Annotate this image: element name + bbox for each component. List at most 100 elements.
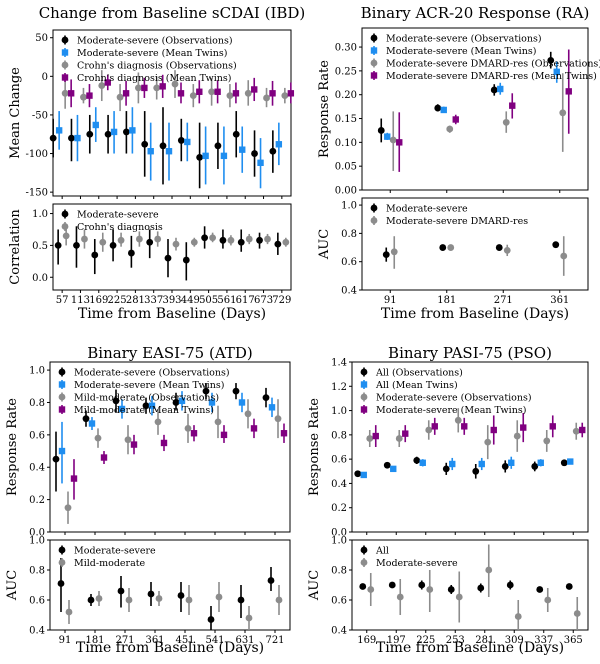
series-all-observations [354,456,568,479]
data-point [426,586,434,593]
data-point [219,236,227,244]
x-tick-label: 673 [254,295,273,306]
series-moderate-severe-mean-twins [58,391,276,484]
data-point [190,430,198,437]
legend-item: Moderate-severe (Mean Twins) [61,48,227,59]
legend-item: Moderate-severe DMARD-res [370,216,528,227]
y-tick-label: 0.0 [331,528,347,539]
data-point [454,416,462,424]
data-point [413,456,421,464]
data-point [237,238,245,246]
y-tick-label: 0.00 [335,186,357,197]
data-point [208,88,216,96]
y-tick-label: 0.4 [29,463,45,474]
data-point [389,136,397,144]
x-tick-label: 271 [494,295,513,306]
legend-label: Moderate-severe (Observations) [386,34,542,45]
data-point [91,251,99,259]
data-point [267,577,275,584]
legend-item: Crohn's diagnosis [61,222,163,233]
y-tick-label: 0.25 [335,66,357,77]
data-point [490,86,498,94]
data-point [390,465,397,473]
data-point [159,142,167,150]
legend-item: All (Mean Twins) [360,380,458,391]
legend-label: Mild-moderate [74,558,146,569]
legend-marker [360,406,368,413]
data-point [172,240,180,248]
data-point [178,397,186,405]
y-tick-label: 0.2 [331,503,347,514]
data-point [190,238,198,246]
legend-label: Crohn's diagnosis (Mean Twins) [77,73,232,84]
data-point [52,455,60,463]
data-point [122,128,130,136]
data-point [495,244,503,251]
data-point [384,133,391,140]
legend-label: Mild-moderate (Mean Twins) [74,405,214,416]
x-tick-label: 181 [85,635,104,646]
data-point [552,241,560,249]
y-tick-label: 1.4 [331,358,347,369]
data-point [537,459,544,466]
x-tick-label: 253 [446,635,465,646]
data-point [214,418,222,426]
data-point [88,420,96,427]
series-moderate-severe [367,544,581,630]
legend-marker [58,546,66,554]
data-point [232,90,240,97]
y-axis-label: Response Rate [317,60,332,158]
y-axis-label: AUC [307,570,322,601]
data-point [419,459,426,466]
data-point [514,613,522,620]
legend-label: Moderate-severe DMARD-res (Observations) [386,59,600,70]
data-point [472,467,480,475]
data-point [95,595,103,602]
y-tick-label: 0 [42,72,48,83]
data-point [184,138,191,146]
y-tick-label: -150 [26,188,48,199]
data-point [354,470,362,478]
data-point [67,90,75,97]
series-all-mean-twins [360,456,574,479]
data-point [497,85,504,93]
x-tick-label: 57 [56,295,69,306]
data-point [509,102,516,109]
data-point [264,235,271,243]
data-point [177,90,185,97]
y-tick-label: 1.0 [32,209,48,220]
data-point [148,402,156,409]
x-tick-label: 271 [115,635,134,646]
data-point [383,461,391,469]
y-tick-label: 0.10 [335,138,357,149]
legend-item: Moderate-severe (Mean Twins) [58,380,224,391]
legend-label: Moderate-severe DMARD-res (Mean Twins) [386,71,597,82]
data-point [367,586,375,593]
data-point [559,109,567,117]
y-tick-label: 1.2 [331,382,347,393]
legend-label: All (Observations) [375,368,463,379]
data-point [446,125,454,133]
x-tick-label: 617 [236,295,255,306]
legend-item: Mild-moderate [58,558,146,569]
x-axis-label: Time from Baseline (Days) [76,640,264,656]
data-point [141,140,149,148]
legend: Moderate-severe (Observations)Moderate-s… [58,367,230,416]
series-mild-moderate-observations [64,399,282,524]
data-point [232,130,240,138]
y-tick-label: 0.05 [335,162,357,173]
x-tick-label: 225 [416,635,435,646]
data-point [245,235,253,243]
series-moderate-severe-observations [49,107,277,189]
data-point [154,235,162,243]
data-point [274,415,282,423]
data-point [262,394,270,402]
data-point [74,134,81,142]
series-all [359,580,573,594]
data-point [565,583,573,590]
legend-marker [370,72,378,79]
data-point [58,447,66,455]
data-point [536,586,544,593]
legend-item: All (Observations) [360,367,463,379]
